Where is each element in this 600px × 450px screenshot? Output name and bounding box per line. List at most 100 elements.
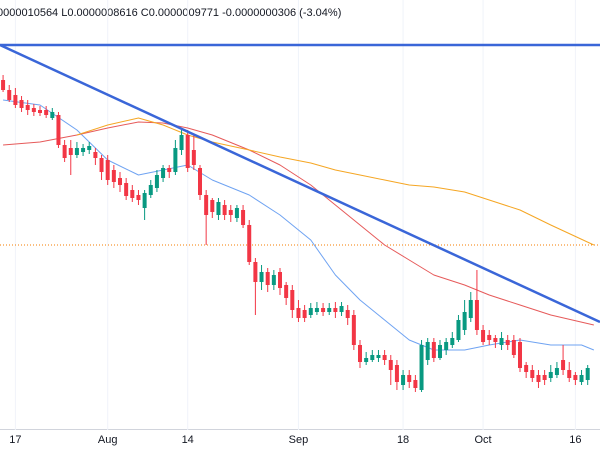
candle-body	[148, 185, 153, 195]
candle-body	[394, 365, 399, 382]
candle-body	[74, 148, 79, 155]
moving-average	[76, 117, 595, 246]
candle-body	[161, 168, 166, 178]
ohlc-header: 0000010564 L0.0000008616 C0.0000009771 -…	[0, 7, 341, 19]
x-tick-label: Sep	[289, 434, 309, 446]
candle-body	[518, 342, 522, 368]
x-tick-label: Oct	[475, 434, 492, 446]
candle-body	[68, 148, 73, 155]
candle-body	[333, 308, 338, 312]
candle-body	[444, 342, 449, 350]
candle-body	[456, 320, 461, 340]
candle-body	[62, 145, 67, 158]
candle-body	[210, 200, 215, 212]
candle-body	[302, 310, 307, 318]
moving-average	[3, 99, 595, 351]
candle-body	[198, 168, 202, 195]
candle-body	[431, 342, 436, 358]
candle-body	[179, 135, 184, 150]
candle-body	[265, 272, 270, 285]
moving-average	[3, 121, 594, 326]
candle-body	[462, 312, 467, 330]
candle-body	[554, 368, 559, 375]
candle-body	[204, 195, 209, 215]
candle-body	[530, 370, 535, 378]
candle-body	[413, 380, 418, 388]
candle-body	[450, 338, 455, 345]
candle-body	[167, 168, 172, 172]
candle-body	[271, 275, 276, 285]
candle-body	[382, 355, 387, 360]
candle-body	[438, 345, 442, 358]
candle-body	[191, 150, 196, 165]
candle-body	[50, 112, 55, 118]
candle-body	[105, 160, 110, 180]
candle-body	[585, 368, 590, 380]
candle-body	[130, 190, 135, 198]
x-tick-label: 17	[9, 434, 21, 446]
candle-body	[284, 285, 289, 298]
candle-body	[308, 308, 313, 315]
candle-body	[561, 360, 566, 370]
x-tick-label: Aug	[98, 434, 118, 446]
candle-body	[548, 372, 553, 378]
candle-body	[222, 205, 227, 215]
candle-body	[573, 375, 578, 380]
x-tick-label: 16	[569, 434, 581, 446]
candle-body	[38, 110, 42, 113]
candle-body	[425, 342, 430, 360]
candle-body	[234, 208, 239, 218]
candle-body	[505, 340, 510, 345]
candle-body	[321, 308, 326, 312]
trend-line	[0, 43, 600, 324]
candle-body	[474, 300, 479, 330]
candle-body	[567, 370, 572, 378]
candle-body	[542, 375, 547, 380]
candle-body	[19, 100, 24, 108]
candle-body	[1, 80, 6, 90]
candle-body	[241, 210, 246, 225]
candle-body	[290, 290, 295, 310]
candle-body	[124, 183, 129, 196]
candle-body	[118, 178, 122, 185]
candle-body	[81, 148, 86, 152]
candle-body	[136, 195, 141, 200]
candle-body	[87, 146, 92, 150]
candle-body	[376, 355, 381, 358]
candle-body	[339, 306, 344, 312]
candle-body	[216, 202, 221, 215]
candle-body	[111, 170, 116, 182]
candle-body	[142, 193, 147, 208]
candle-body	[7, 90, 12, 100]
candle-body	[185, 135, 190, 168]
candle-body	[364, 358, 369, 362]
candle-body	[93, 152, 98, 158]
candle-body	[345, 310, 350, 318]
candle-body	[388, 360, 393, 370]
candle-body	[419, 345, 424, 390]
candle-body	[327, 308, 332, 312]
candle-body	[370, 355, 375, 360]
candle-body	[358, 345, 362, 362]
candle-body	[31, 108, 36, 112]
candle-body	[401, 375, 406, 385]
candle-body	[487, 335, 492, 340]
x-tick-label: 14	[182, 434, 194, 446]
candle-body	[296, 308, 301, 318]
candle-body	[524, 365, 529, 372]
candle-body	[25, 105, 30, 110]
candle-body	[407, 375, 412, 382]
candle-body	[44, 110, 49, 115]
x-tick-label: 18	[397, 434, 409, 446]
candle-body	[56, 115, 61, 145]
candle-body	[314, 308, 319, 312]
candle-body	[154, 175, 159, 188]
candle-body	[536, 375, 541, 382]
candle-body	[468, 300, 473, 318]
candle-body	[259, 272, 264, 282]
candle-body	[247, 225, 252, 262]
candle-body	[173, 148, 178, 172]
